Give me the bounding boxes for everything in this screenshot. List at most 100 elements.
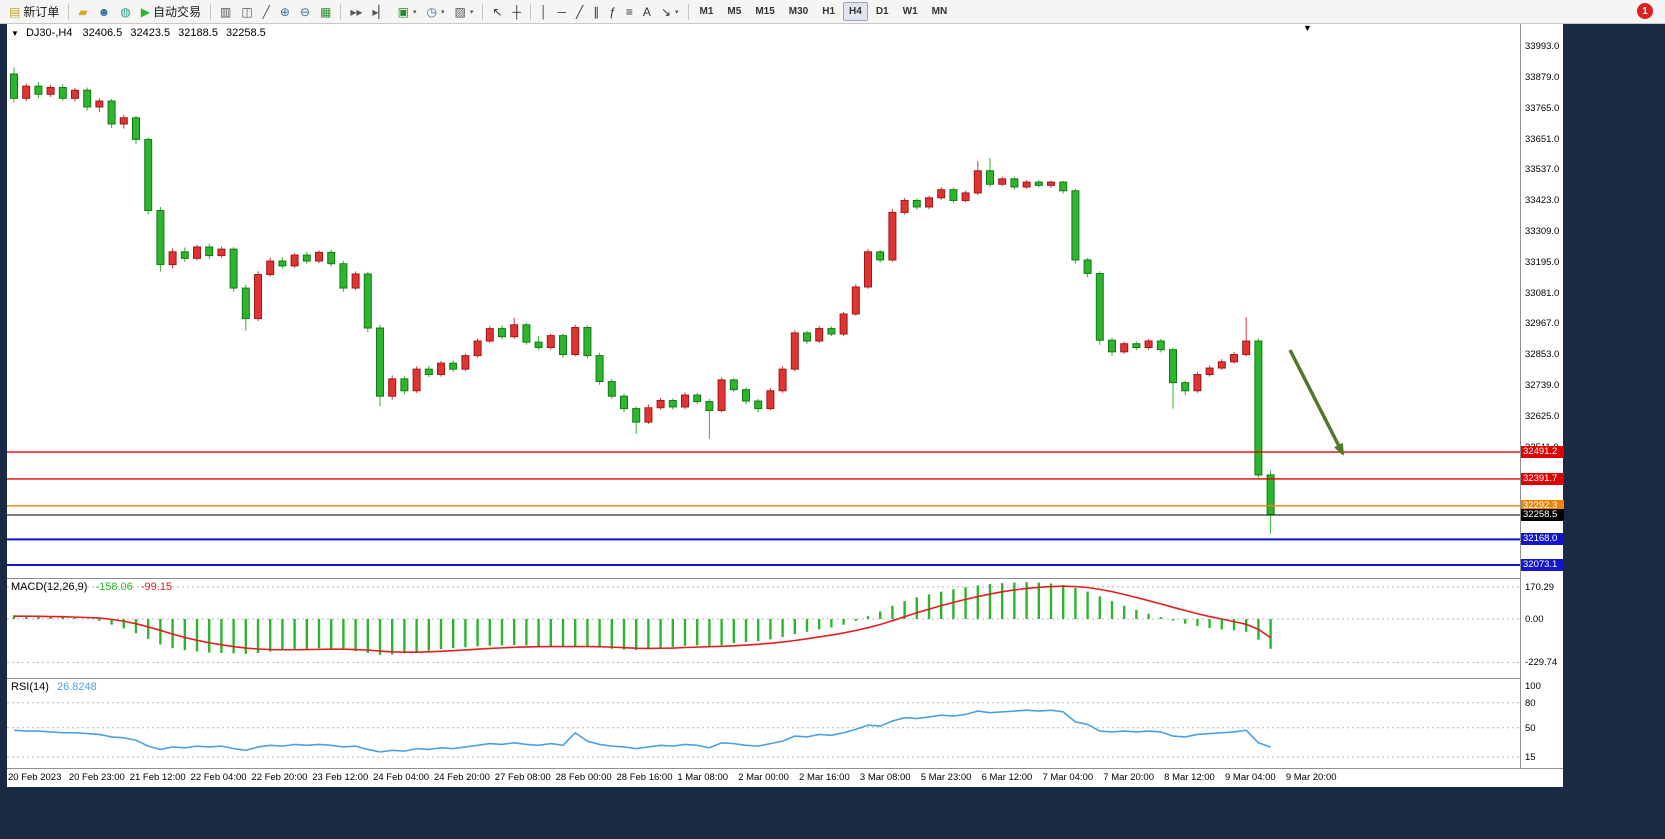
candlestick-chart-icon: ◫ (241, 4, 253, 19)
candle (180, 247, 189, 262)
candle (827, 326, 836, 337)
timeframe-mn-button[interactable]: MN (931, 6, 948, 17)
indicator-templates-button[interactable]: ▨ ▾ (450, 0, 479, 24)
arrows-tool-button[interactable]: ↘ ▾ (656, 0, 684, 24)
web-community-button[interactable]: ◍ (115, 0, 135, 24)
toolbar-separator (482, 3, 484, 20)
candle (132, 115, 140, 145)
timeframe-w1-button[interactable]: W1 (902, 6, 918, 17)
bar-chart-icon: ▥ (219, 4, 232, 19)
candle (510, 317, 519, 339)
chart-canvas[interactable] (7, 24, 1520, 770)
candle (83, 87, 92, 111)
macd-name: MACD(12,26,9) (11, 581, 88, 593)
channel-tool-button[interactable]: ∥ (588, 0, 604, 24)
candle (571, 324, 580, 357)
market-depth-button[interactable]: ▰ (73, 0, 92, 24)
auto-scroll-icon: ▸▸ (350, 4, 363, 19)
candle (461, 353, 470, 372)
candle (412, 366, 421, 393)
time-axis-label: 20 Feb 23:00 (68, 772, 125, 783)
auto-trading-button[interactable]: ▶ 自动交易 (136, 0, 206, 24)
candle (668, 398, 677, 410)
timeframe-h4-button[interactable]: H4 (843, 2, 868, 21)
candle (302, 251, 311, 264)
ohlc-high: 32423.5 (130, 27, 171, 39)
candle (742, 387, 750, 405)
timeframe-h1-button[interactable]: H1 (822, 6, 836, 17)
new-chart-icon: ▣ (397, 4, 410, 19)
arrow-annotation[interactable] (1288, 349, 1345, 456)
price-axis-label: 33081.0 (1525, 287, 1560, 299)
zoom-in-button[interactable]: ⊕ (275, 0, 295, 24)
timeframe-m1-button[interactable]: M1 (699, 6, 714, 17)
time-axis[interactable]: 20 Feb 2023 20 Feb 23:00 21 Feb 12:00 22 Fe… (7, 768, 1563, 787)
toolbar: ▤ 新订单 ▰ ☻ ◍ ▶ 自动交易 ▥ ◫ ╱ ⊕ ⊖ ▦ ▸▸ ▸▏ ▣ ▾ ◷ ▾ ▨ ▾ ↖ ┼ │ ─ ╱ ∥ ƒ ≡ A ↘ ▾ M… (0, 0, 1665, 24)
levels-tool-button[interactable]: ≡ (621, 0, 638, 24)
price-axis[interactable]: 33993.0 33879.0 33765.0 33651.0 33537.0 33423… (1520, 24, 1564, 768)
cursor-button[interactable]: ↖ (487, 0, 507, 24)
price-axis-label: 32625.0 (1525, 410, 1560, 422)
candle (205, 243, 214, 260)
candle (1108, 337, 1116, 356)
zoom-in-icon: ⊕ (279, 4, 290, 19)
time-axis-label: 20 Feb 2023 (8, 772, 62, 783)
market-depth-icon: ▰ (78, 4, 88, 19)
chart-shift-button[interactable]: ▸▏ (367, 0, 392, 24)
candle (351, 271, 360, 291)
candlestick-chart-button[interactable]: ◫ (236, 0, 257, 24)
vertical-line-tool-button[interactable]: │ (535, 0, 553, 24)
chevron-down-icon: ▾ (469, 8, 474, 16)
candle (241, 284, 250, 331)
new-order-icon: ▤ (9, 4, 21, 19)
macd-main-value: -158.06 (95, 581, 133, 593)
pane-separator[interactable] (7, 578, 1563, 579)
candle (925, 195, 933, 210)
candle (1230, 351, 1238, 364)
crosshair-button[interactable]: ┼ (507, 0, 526, 24)
candle (485, 325, 494, 343)
price-tag: 32073.1 (1521, 559, 1564, 572)
scroll-anchor-icon[interactable]: ▼ (1303, 23, 1312, 33)
candle (278, 257, 287, 269)
candle (1242, 317, 1251, 357)
auto-scroll-button[interactable]: ▸▸ (345, 0, 367, 24)
new-chart-button[interactable]: ▣ ▾ (393, 0, 422, 24)
text-tool-button[interactable]: A (638, 0, 656, 24)
tile-windows-button[interactable]: ▦ (315, 0, 336, 24)
market-watch-button[interactable]: ☻ (93, 0, 116, 24)
candle (681, 392, 689, 410)
price-axis-label: 33765.0 (1525, 102, 1560, 114)
line-chart-button[interactable]: ╱ (258, 0, 275, 24)
time-axis-label: 28 Feb 16:00 (616, 772, 673, 783)
new-order-button[interactable]: ▤ 新订单 (4, 0, 64, 24)
time-axis-label: 22 Feb 20:00 (251, 772, 308, 783)
candle (1156, 338, 1165, 353)
bar-chart-button[interactable]: ▥ (215, 0, 236, 24)
toolbar-separator (209, 3, 211, 20)
web-community-icon: ◍ (120, 4, 131, 19)
notification-badge[interactable]: 1 (1637, 3, 1653, 19)
pane-separator[interactable] (7, 678, 1563, 679)
chevron-down-icon: ▾ (675, 8, 679, 16)
timeframe-m15-button[interactable]: M15 (755, 6, 775, 17)
trendline-tool-icon: ╱ (575, 4, 584, 19)
symbol-collapse-icon[interactable]: ▼ (11, 29, 19, 38)
candle (400, 376, 409, 395)
rsi-indicator-label: RSI(14) 26.8248 (11, 681, 97, 693)
candle (1181, 380, 1190, 396)
candle (46, 84, 55, 97)
candle (1022, 179, 1031, 189)
candle (315, 250, 323, 264)
timeframe-d1-button[interactable]: D1 (875, 6, 889, 17)
period-selector-button[interactable]: ◷ ▾ (422, 0, 450, 24)
chart-area[interactable]: ▼ DJ30-,H4 32406.5 32423.5 32188.5 32258… (7, 23, 1564, 787)
trendline-tool-button[interactable]: ╱ (571, 0, 588, 24)
timeframe-m30-button[interactable]: M30 (788, 6, 809, 17)
candle (424, 365, 433, 378)
candle (266, 257, 275, 277)
timeframe-m5-button[interactable]: M5 (727, 6, 742, 17)
horizontal-line-tool-button[interactable]: ─ (552, 0, 571, 24)
zoom-out-button[interactable]: ⊖ (295, 0, 315, 24)
fibonacci-tool-button[interactable]: ƒ (604, 0, 621, 24)
